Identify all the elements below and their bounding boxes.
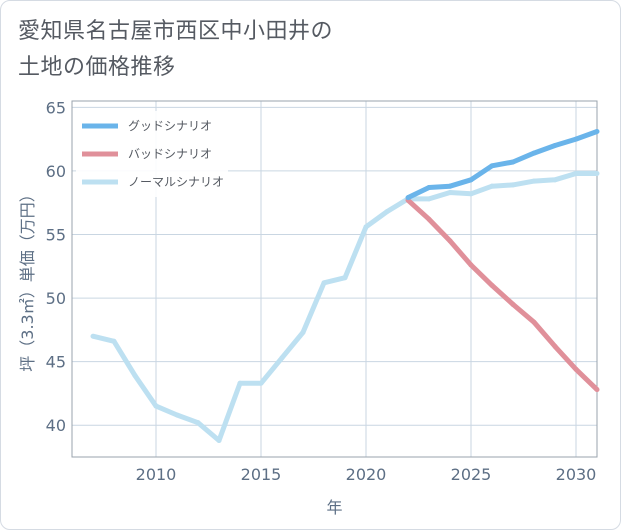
- data-point: [489, 183, 495, 189]
- legend-label: バッドシナリオ: [128, 147, 212, 161]
- x-tick-label: 2025: [451, 465, 492, 484]
- y-tick-label: 40: [46, 416, 66, 435]
- data-point: [552, 343, 558, 349]
- data-point: [321, 280, 327, 286]
- data-point: [594, 387, 600, 393]
- data-point: [174, 412, 180, 418]
- data-point: [489, 163, 495, 169]
- data-point: [195, 420, 201, 426]
- data-point: [426, 184, 432, 190]
- plot-area: [71, 100, 598, 458]
- data-point: [468, 177, 474, 183]
- y-tick-label: 65: [46, 98, 66, 117]
- tick-labels: 2010 2015 2020 2025 2030 40 45 50 55 60 65: [46, 98, 597, 484]
- x-tick-label: 2030: [556, 465, 597, 484]
- data-point: [300, 329, 306, 335]
- data-point: [552, 143, 558, 148]
- data-point: [573, 170, 579, 176]
- data-point: [258, 380, 264, 386]
- y-tick-label: 60: [46, 162, 66, 181]
- data-point: [573, 366, 579, 372]
- y-tick-label: 55: [46, 226, 66, 245]
- legend-label: ノーマルシナリオ: [128, 175, 224, 189]
- data-point: [153, 403, 159, 409]
- y-tick-label: 45: [46, 353, 66, 372]
- data-point: [510, 182, 516, 188]
- data-point: [111, 338, 117, 344]
- data-point: [405, 195, 411, 201]
- data-point: [447, 183, 453, 189]
- chart-title-line-1: 愛知県名古屋市西区中小田井の: [18, 19, 334, 44]
- series-line-1: [406, 198, 599, 392]
- data-point: [447, 238, 453, 244]
- x-axis-label: 年: [326, 498, 342, 517]
- data-point: [447, 190, 453, 196]
- data-point: [468, 262, 474, 268]
- data-point: [573, 136, 579, 142]
- y-tick-label: 50: [46, 289, 66, 308]
- data-point: [279, 355, 285, 361]
- data-point: [510, 301, 516, 307]
- data-point: [384, 209, 390, 215]
- x-tick-label: 2010: [136, 465, 177, 484]
- data-point: [594, 129, 600, 135]
- data-point: [132, 373, 138, 379]
- data-point: [342, 275, 348, 281]
- chart-title-line-2: 土地の価格推移: [18, 55, 176, 80]
- data-point: [510, 159, 516, 165]
- x-tick-label: 2015: [241, 465, 282, 484]
- chart-title: 愛知県名古屋市西区中小田井の 土地の価格推移: [18, 14, 333, 86]
- series-line-0: [406, 129, 598, 200]
- series-lines: [90, 129, 600, 443]
- data-point: [594, 170, 600, 176]
- data-point: [531, 150, 537, 156]
- data-point: [363, 224, 369, 230]
- data-point: [216, 437, 222, 443]
- data-point: [90, 333, 96, 339]
- x-tick-label: 2020: [346, 465, 387, 484]
- data-point: [531, 178, 537, 184]
- data-point: [237, 380, 243, 386]
- data-point: [426, 196, 432, 202]
- data-point: [468, 191, 474, 197]
- series-line-2: [92, 171, 597, 443]
- y-axis-label: 坪（3.3㎡）単価（万円）: [18, 186, 37, 371]
- data-point: [552, 177, 558, 183]
- data-point: [531, 319, 537, 325]
- data-point: [426, 216, 432, 222]
- data-point: [489, 282, 495, 288]
- legend-label: グッドシナリオ: [128, 119, 212, 133]
